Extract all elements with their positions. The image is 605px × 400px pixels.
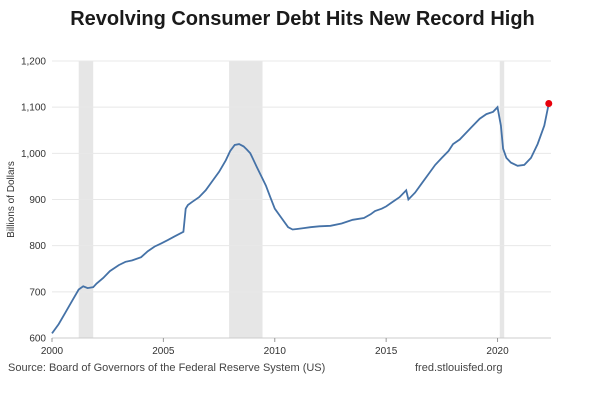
source-note: Source: Board of Governors of the Federa… [8,362,326,374]
site-link[interactable]: fred.stlouisfed.org [415,362,503,374]
y-axis-ticks: 600 700 800 900 1,000 1,100 1,200 [21,57,46,345]
x-tick-label: 2020 [486,346,509,357]
x-tick-label: 2005 [152,346,175,357]
y-tick-label: 1,200 [21,57,46,68]
x-tick-label: 2015 [375,346,398,357]
y-tick-label: 900 [29,195,46,206]
latest-value-marker [545,99,553,107]
y-tick-label: 1,000 [21,149,46,160]
chart-title: Revolving Consumer Debt Hits New Record … [70,8,535,30]
y-axis-label: Billions of Dollars [6,161,17,238]
y-tick-label: 1,100 [21,103,46,114]
x-tick-label: 2000 [41,346,64,357]
x-axis-ticks: 2000 2005 2010 2015 2020 [41,338,509,357]
y-tick-label: 600 [29,334,46,345]
x-tick-label: 2010 [264,346,287,357]
y-tick-label: 700 [29,287,46,298]
y-tick-label: 800 [29,241,46,252]
series-line [51,103,550,334]
grid-lines [52,60,551,339]
